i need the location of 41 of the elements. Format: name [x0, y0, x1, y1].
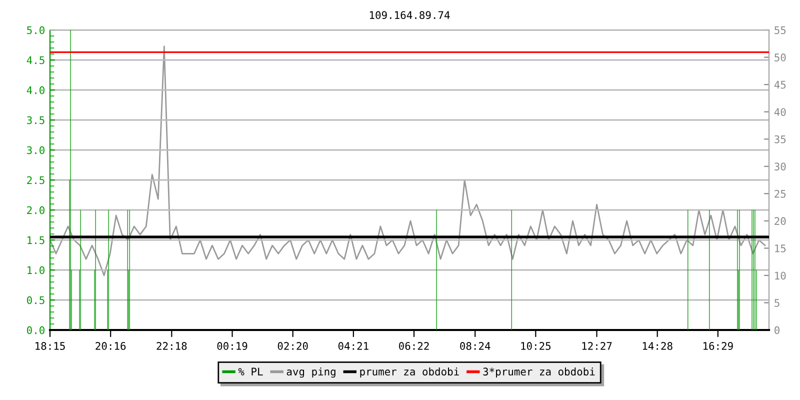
- y-tick-label: 4.5: [26, 56, 44, 64]
- x-tick-label: 06:22: [399, 342, 429, 350]
- legend-label: 3*prumer za obdobi: [483, 367, 595, 378]
- y-tick-label: 5.0: [27, 26, 44, 34]
- y2-tick-label: 45: [774, 80, 786, 89]
- y-tick-label: 2.5: [27, 176, 44, 184]
- x-tick-label: 02:20: [278, 342, 308, 350]
- y-tick-label: 2.0: [27, 206, 44, 214]
- legend-label: % PL: [238, 368, 263, 376]
- x-tick-label: 08:24: [460, 342, 490, 350]
- x-tick-label: 14:28: [642, 342, 672, 350]
- x-tick-label: 20:16: [96, 342, 126, 350]
- y-tick-label: 1.5: [28, 236, 44, 244]
- x-tick-label: 10:25: [521, 342, 551, 350]
- y-tick-label: 1.0: [28, 266, 44, 274]
- legend-label: prumer za obdobi: [360, 367, 459, 378]
- y-tick-label: 4.0: [26, 86, 44, 94]
- y2-tick-label: 50: [774, 54, 786, 62]
- x-tick-label: 16:29: [704, 342, 733, 350]
- x-tick-label: 12:27: [582, 342, 612, 350]
- y2-tick-label: 0: [774, 326, 780, 334]
- x-tick-label: 04:21: [338, 342, 368, 350]
- y2-tick-label: 20: [774, 217, 786, 226]
- y-tick-label: 3.5: [27, 116, 44, 124]
- y2-tick-label: 15: [775, 244, 786, 252]
- y-tick-label: 0.5: [27, 296, 44, 304]
- y2-tick-label: 25: [774, 190, 786, 198]
- x-tick-label: 22:18: [156, 342, 187, 350]
- y-tick-label: 0.0: [27, 326, 44, 334]
- legend-label: avg ping: [286, 367, 336, 378]
- x-tick-label: 18:15: [36, 342, 65, 350]
- y2-tick-label: 30: [774, 162, 786, 170]
- y2-tick-label: 35: [774, 135, 786, 144]
- y2-tick-label: 5: [774, 299, 780, 307]
- line-series: [50, 46, 766, 276]
- y2-tick-label: 55: [774, 26, 786, 34]
- y2-tick-label: 10: [775, 272, 786, 280]
- y-tick-label: 3.0: [27, 146, 44, 154]
- x-tick-label: 00:19: [217, 342, 248, 350]
- y2-tick-label: 40: [774, 108, 786, 116]
- chart-title: 109.164.89.74: [370, 11, 450, 20]
